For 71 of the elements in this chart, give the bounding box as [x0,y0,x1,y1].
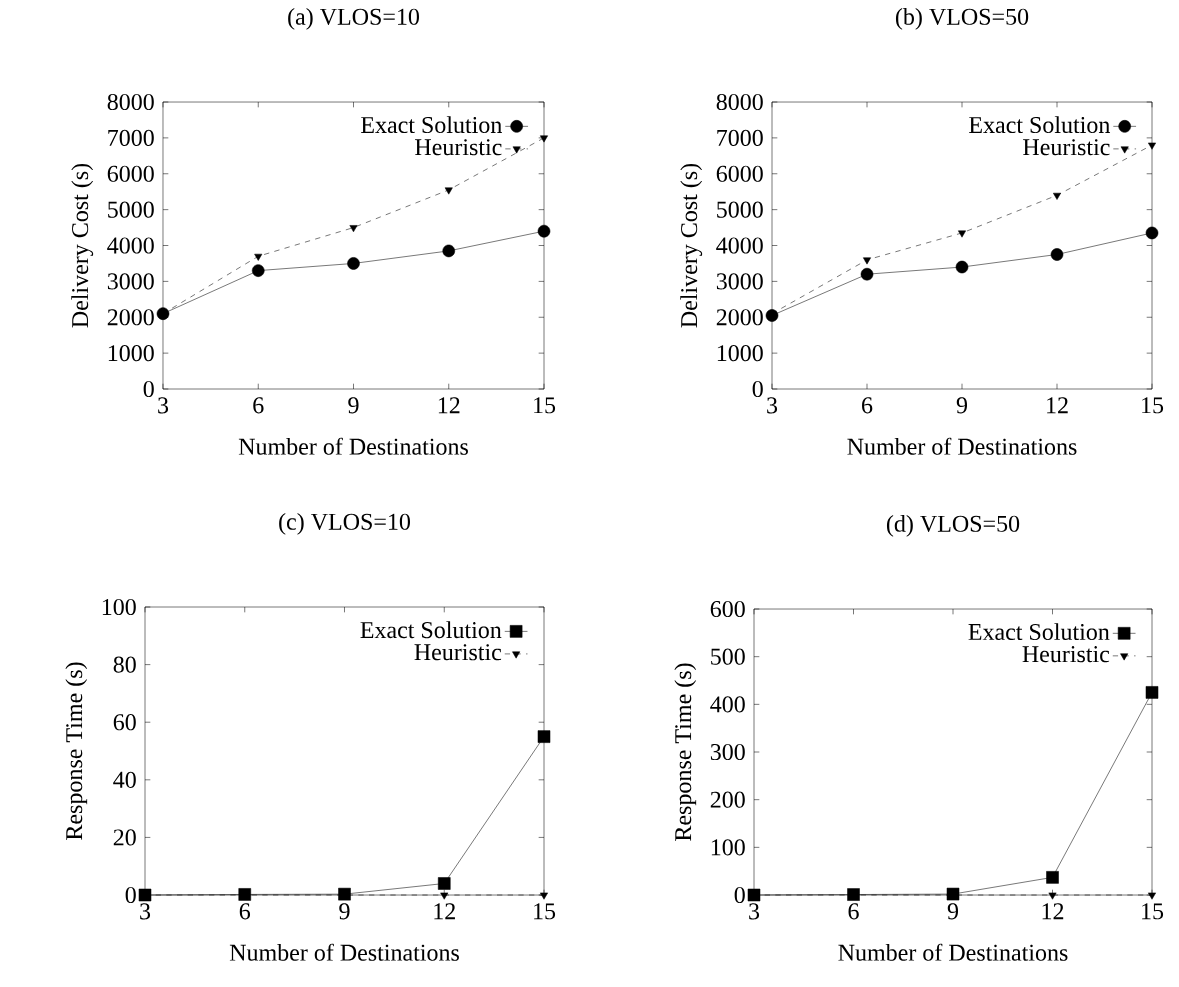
x-axis-title: Number of Destinations [838,943,1068,961]
y-tick-label: 500 [711,648,745,665]
chart-title: (c) VLOS=10 [279,512,410,535]
y-tick-label: 1000 [717,345,763,362]
x-tick-label: 6 [848,903,859,920]
y-tick-label: 4000 [716,237,763,254]
y-tick-label: 0 [125,886,136,904]
x-tick-label: 3 [749,903,760,920]
y-tick-label: 3000 [107,273,154,290]
y-tick-label: 6000 [107,165,154,182]
x-tick-label: 6 [253,397,264,414]
chart-title: (b) VLOS=50 [895,7,1029,30]
x-axis-title: Number of Destinations [229,943,459,961]
legend-label: Exact Solution [968,623,1110,641]
y-tick-label: 0 [143,380,154,398]
y-tick-label: 2000 [107,309,154,326]
y-tick-label: 300 [710,743,745,761]
y-tick-label: 3000 [716,273,763,290]
y-tick-label: 0 [752,380,763,398]
y-tick-label: 200 [710,791,745,808]
y-tick-label: 600 [710,600,745,618]
y-axis-title: Response Time (s) [65,662,88,840]
x-tick-label: 12 [434,903,455,920]
x-tick-label: 3 [158,397,169,414]
x-tick-label: 9 [956,397,968,414]
y-tick-label: 400 [710,696,745,713]
x-tick-label: 15 [1142,397,1164,414]
y-tick-label: 6000 [716,165,763,182]
chart-title: (a) VLOS=10 [288,7,419,30]
y-axis-title: Delivery Cost (s) [71,163,94,328]
y-tick-label: 8000 [716,93,763,111]
x-tick-label: 15 [534,397,556,414]
y-tick-label: 7000 [108,129,154,146]
x-axis-title: Number of Destinations [238,437,468,455]
x-tick-label: 6 [862,397,873,414]
x-tick-label: 12 [438,397,460,414]
y-axis-title: Delivery Cost (s) [680,163,703,328]
x-tick-label: 15 [534,903,556,920]
legend-label: Exact Solution [360,621,502,639]
x-tick-label: 9 [339,903,350,920]
x-tick-label: 15 [1142,903,1164,920]
y-tick-label: 4000 [107,237,154,254]
y-tick-label: 5000 [717,201,763,218]
chart-title: (d) VLOS=50 [886,514,1020,537]
legend-label: Heuristic [415,139,502,156]
x-tick-label: 3 [140,903,151,920]
x-axis-title: Number of Destinations [847,437,1077,455]
y-tick-label: 0 [734,886,745,904]
y-axis-title: Response Time (s) [674,663,697,841]
y-tick-label: 2000 [716,309,763,326]
y-tick-label: 20 [113,829,136,846]
legend-label: Heuristic [1023,139,1110,156]
legend-label: Heuristic [1022,646,1110,663]
y-tick-label: 60 [113,714,136,731]
y-tick-label: 8000 [107,93,154,111]
x-tick-label: 12 [1042,903,1064,920]
legend-label: Exact Solution [361,116,502,134]
legend-label: Heuristic [414,644,502,661]
x-tick-label: 12 [1047,397,1068,414]
y-tick-label: 40 [113,771,136,788]
x-tick-label: 9 [348,397,359,414]
y-tick-label: 1000 [108,345,154,362]
legend-label: Exact Solution [969,116,1111,134]
y-tick-label: 7000 [717,129,763,146]
x-tick-label: 3 [767,397,778,414]
y-tick-label: 80 [113,656,136,673]
y-tick-label: 5000 [108,201,154,218]
x-tick-label: 9 [947,903,959,920]
y-tick-label: 100 [711,839,745,856]
y-tick-label: 100 [102,598,136,616]
x-tick-label: 6 [239,903,251,920]
